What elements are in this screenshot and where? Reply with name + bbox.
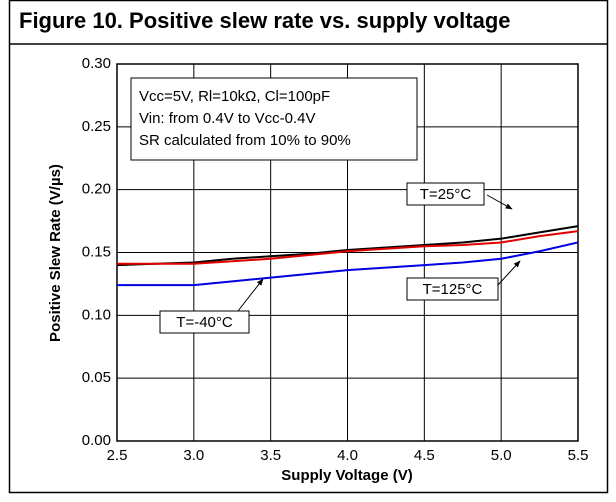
x-axis-label: Supply Voltage (V)	[281, 467, 412, 484]
y-tick-label: 0.10	[82, 306, 111, 323]
x-tick-label: 2.5	[107, 447, 128, 464]
annotation-box	[406, 277, 499, 301]
y-axis-label: Positive Slew Rate (V/µs)	[47, 164, 64, 342]
y-tick-label: 0.00	[82, 432, 111, 449]
legend-label: T=125°C	[423, 281, 483, 298]
y-tick-label: 0.15	[82, 243, 111, 260]
annotation-arrow	[237, 278, 264, 312]
conditions-box	[130, 77, 418, 161]
annotation-arrow	[497, 260, 521, 286]
conditions-text: Vcc=5V, Rl=10kΩ, Cl=100pF	[139, 88, 330, 105]
conditions-text: Vin: from 0.4V to Vcc-0.4V	[139, 110, 315, 127]
y-tick-label: 0.05	[82, 369, 111, 386]
x-tick-label: 4.5	[414, 447, 435, 464]
y-tick-label: 0.25	[82, 118, 111, 135]
series-line	[117, 230, 579, 265]
frame	[8, 0, 609, 494]
y-tick-label: 0.20	[82, 181, 111, 198]
x-tick-label: 5.5	[568, 447, 589, 464]
chart-title: Figure 10. Positive slew rate vs. supply…	[19, 8, 511, 33]
series-line	[117, 241, 579, 287]
series-line	[116, 225, 579, 267]
x-tick-label: 3.5	[260, 447, 281, 464]
x-tick-label: 4.0	[337, 447, 358, 464]
x-tick-label: 5.0	[491, 447, 512, 464]
legend-label: T=25°C	[420, 186, 472, 203]
legend-label: T=-40°C	[176, 314, 233, 331]
x-tick-label: 3.0	[183, 447, 204, 464]
annotation-arrow	[486, 194, 513, 210]
annotation-box	[406, 182, 485, 206]
y-tick-label: 0.30	[82, 55, 111, 72]
plot-border	[116, 63, 579, 442]
annotation-box	[159, 310, 250, 334]
conditions-text: SR calculated from 10% to 90%	[139, 132, 351, 149]
